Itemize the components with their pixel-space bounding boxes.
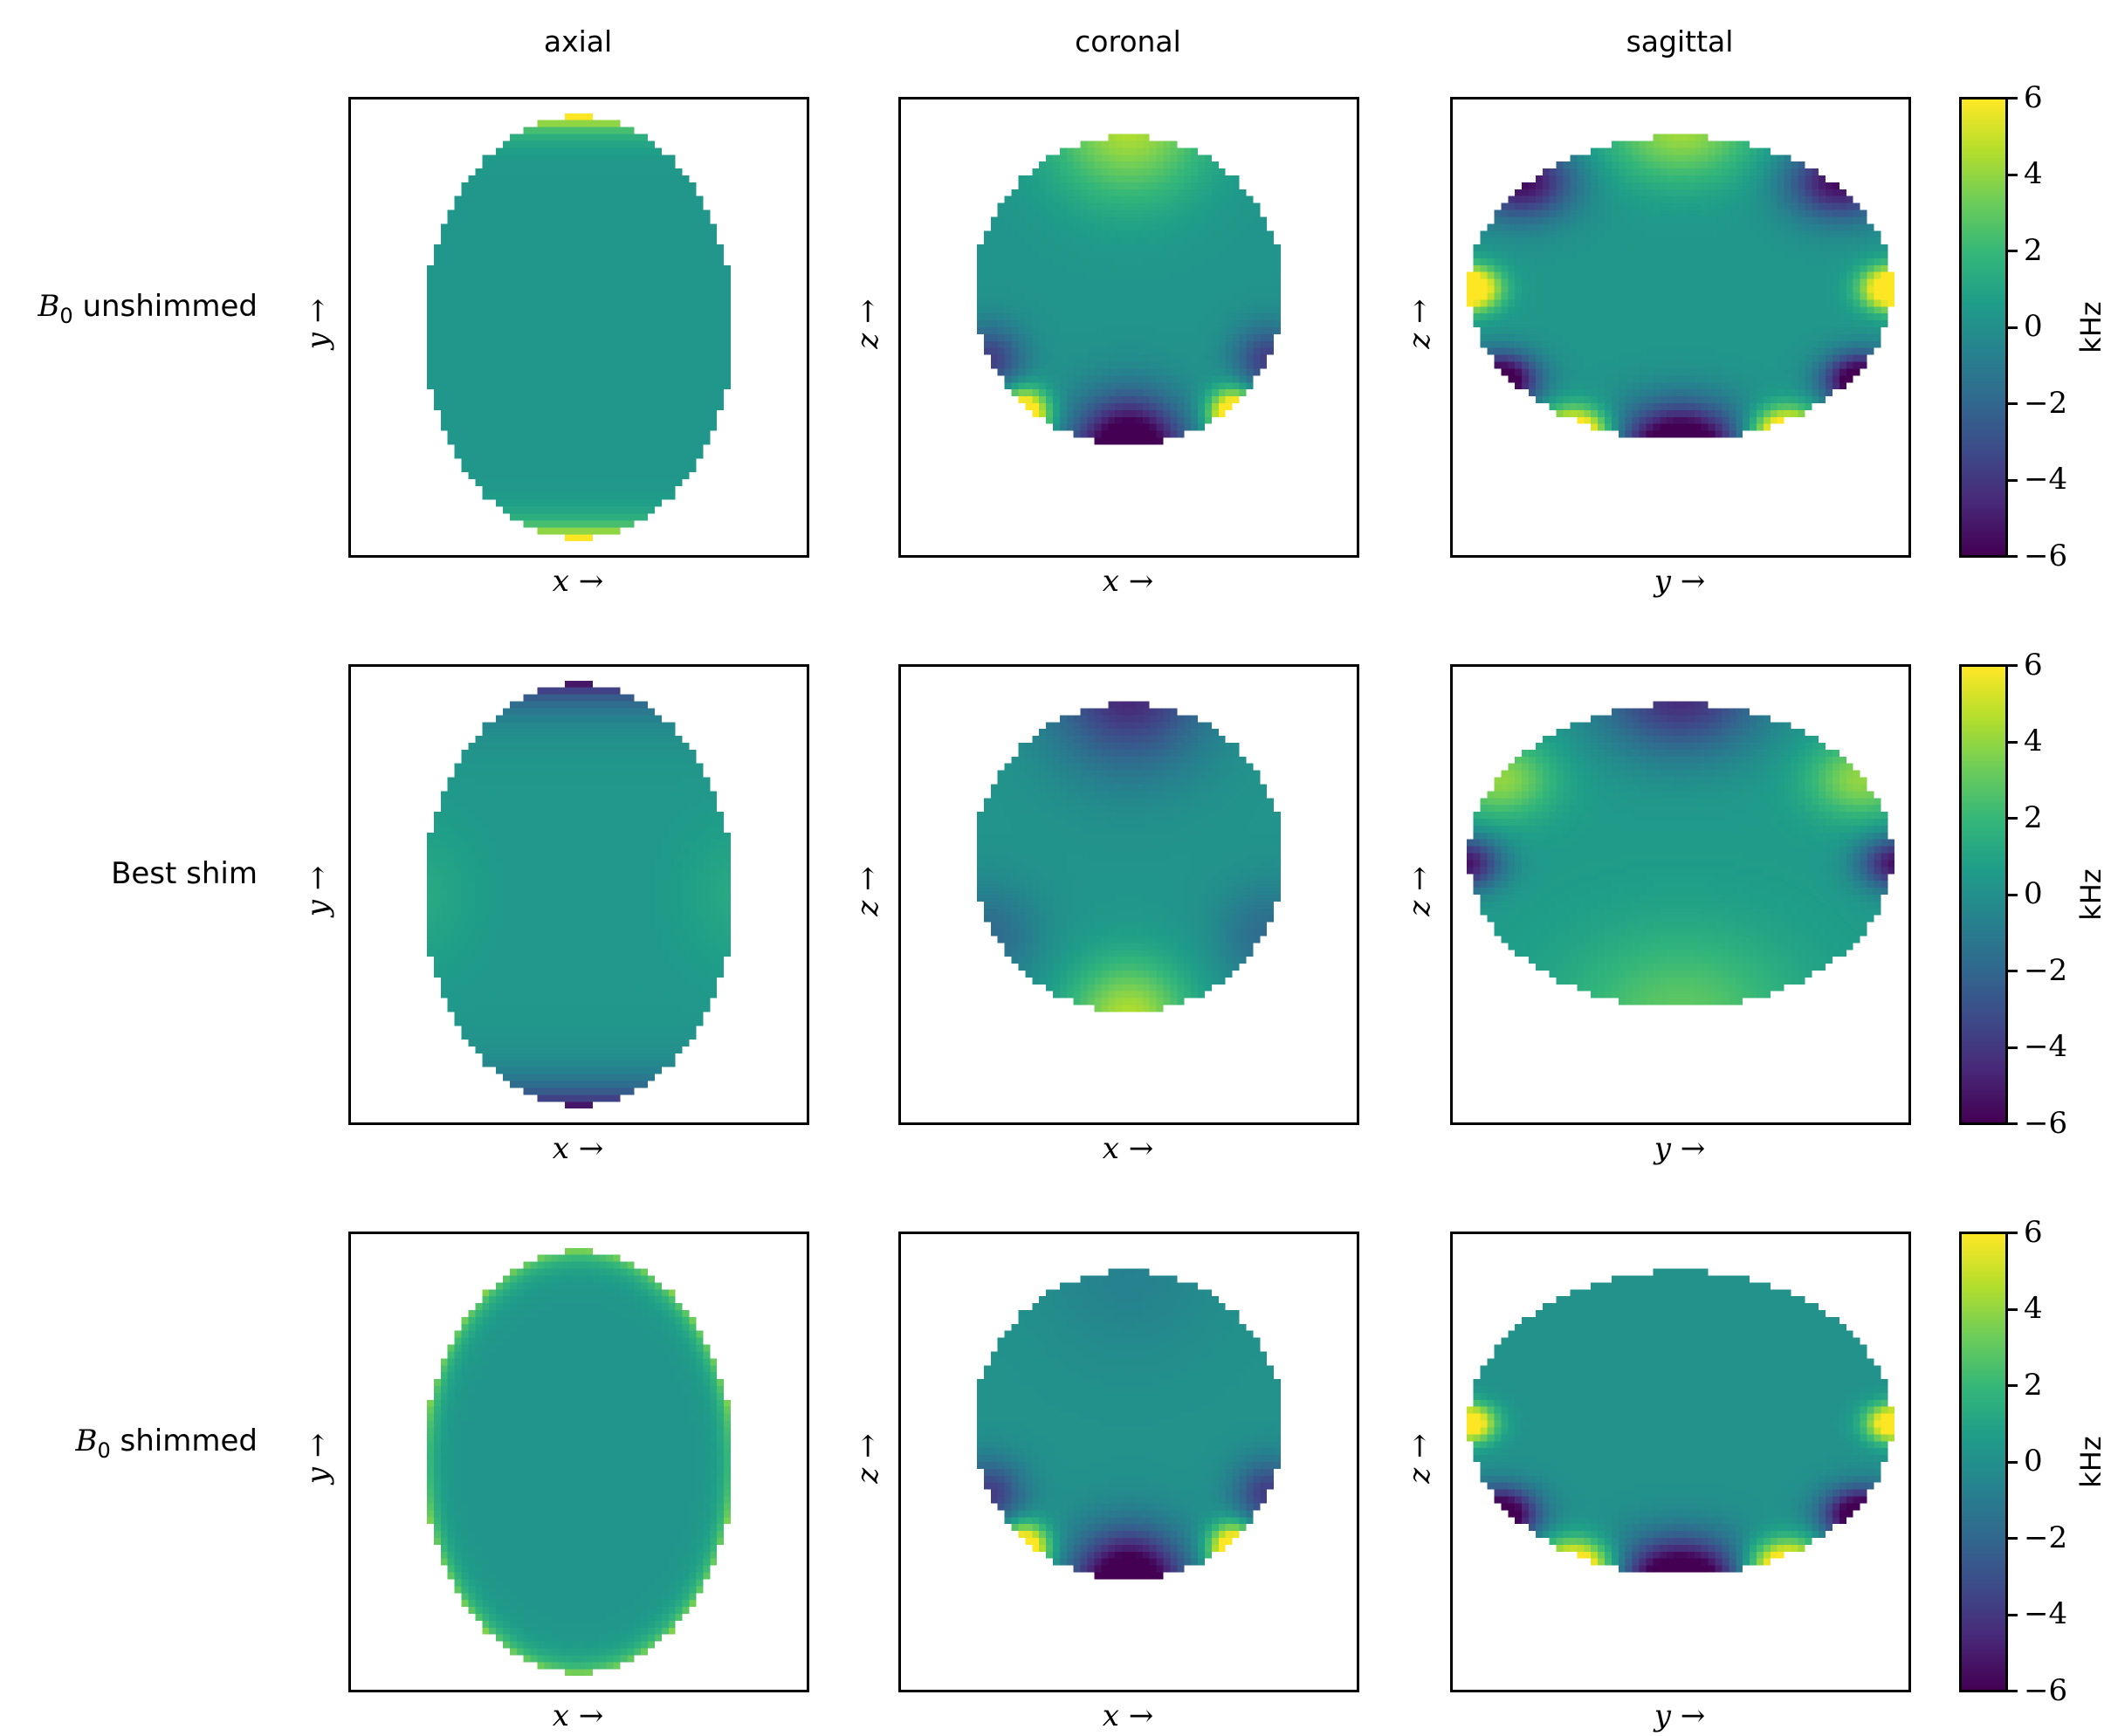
x-axis-label: x → xyxy=(1102,564,1154,599)
colorbar-tick xyxy=(2005,97,2018,99)
colorbar-tick-label: 4 xyxy=(2024,724,2043,758)
colorbar-tick xyxy=(2005,1384,2018,1387)
colorbar-tick-label: 4 xyxy=(2024,156,2043,191)
heatmap-axial xyxy=(351,1234,807,1690)
colorbar-label: kHz xyxy=(2074,1436,2108,1488)
column-title: sagittal xyxy=(1626,24,1734,58)
colorbar-tick-label: 2 xyxy=(2024,799,2043,835)
colorbar-tick xyxy=(2005,740,2018,744)
colorbar-tick-label: −4 xyxy=(2024,1596,2068,1631)
colorbar-tick xyxy=(2005,1122,2018,1125)
colorbar-tick-label: 6 xyxy=(2024,1214,2043,1250)
heatmap-panel xyxy=(898,664,1359,1125)
colorbar-tick xyxy=(2005,817,2018,820)
row-label: B0 shimmed xyxy=(75,1424,258,1463)
colorbar-tick-label: 0 xyxy=(2024,1444,2043,1479)
colorbar-tick xyxy=(2005,664,2018,667)
y-axis-label: y → xyxy=(300,1432,335,1485)
colorbar-tick-label: 6 xyxy=(2024,647,2043,683)
colorbar-tick-label: 2 xyxy=(2024,232,2043,268)
colorbar xyxy=(1959,1232,2008,1692)
x-axis-label: x → xyxy=(552,1698,604,1733)
colorbar xyxy=(1959,97,2008,558)
y-axis-label: z → xyxy=(850,1433,885,1484)
column-title: axial xyxy=(543,24,613,58)
colorbar-label: kHz xyxy=(2074,301,2108,353)
x-axis-label: x → xyxy=(552,564,604,599)
x-axis-label: x → xyxy=(1102,1698,1154,1733)
colorbar-gradient xyxy=(1962,667,2005,1122)
colorbar-tick-label: 6 xyxy=(2024,79,2043,115)
colorbar-tick-label: −2 xyxy=(2024,952,2068,988)
heatmap-sagittal xyxy=(1453,99,1908,555)
colorbar-tick xyxy=(2005,1232,2018,1234)
heatmap-panel xyxy=(1450,1232,1911,1692)
colorbar-tick-label: −6 xyxy=(2024,538,2068,573)
y-axis-label: z → xyxy=(850,298,885,349)
colorbar-tick-label: 0 xyxy=(2024,876,2043,911)
x-axis-label: x → xyxy=(552,1131,604,1166)
colorbar-tick xyxy=(2005,970,2018,972)
colorbar-gradient xyxy=(1962,99,2005,555)
colorbar-tick xyxy=(2005,250,2018,252)
colorbar-tick-label: −4 xyxy=(2024,462,2068,497)
colorbar-tick-label: 4 xyxy=(2024,1291,2043,1326)
heatmap-panel xyxy=(1450,664,1911,1125)
colorbar-tick xyxy=(2005,173,2018,176)
heatmap-panel xyxy=(348,664,809,1125)
y-axis-label: y → xyxy=(300,865,335,917)
colorbar-tick xyxy=(2005,1613,2018,1616)
colorbar-tick xyxy=(2005,326,2018,329)
colorbar-tick xyxy=(2005,555,2018,558)
colorbar-tick-label: −4 xyxy=(2024,1029,2068,1064)
x-axis-label: x → xyxy=(1102,1131,1154,1166)
heatmap-panel xyxy=(348,1232,809,1692)
colorbar-tick xyxy=(2005,1046,2018,1049)
y-axis-label: y → xyxy=(300,298,335,350)
colorbar-tick xyxy=(2005,1460,2018,1464)
y-axis-label: z → xyxy=(1402,298,1437,349)
colorbar-gradient xyxy=(1962,1234,2005,1690)
heatmap-sagittal xyxy=(1453,667,1908,1122)
colorbar-tick xyxy=(2005,478,2018,482)
heatmap-sagittal xyxy=(1453,1234,1908,1690)
colorbar-label: kHz xyxy=(2074,868,2108,921)
colorbar-tick-label: −2 xyxy=(2024,385,2068,421)
heatmap-coronal xyxy=(901,1234,1357,1690)
row-label: B0 unshimmed xyxy=(38,289,258,328)
colorbar-tick-label: 0 xyxy=(2024,309,2043,344)
y-axis-label: z → xyxy=(1402,1433,1437,1484)
colorbar xyxy=(1959,664,2008,1125)
heatmap-panel xyxy=(348,97,809,558)
y-axis-label: z → xyxy=(850,866,885,916)
colorbar-tick-label: −6 xyxy=(2024,1672,2068,1708)
colorbar-tick-label: −6 xyxy=(2024,1105,2068,1141)
colorbar-tick xyxy=(2005,1690,2018,1692)
heatmap-panel xyxy=(1450,97,1911,558)
heatmap-axial xyxy=(351,667,807,1122)
column-title: coronal xyxy=(1075,24,1181,58)
y-axis-label: z → xyxy=(1402,866,1437,916)
x-axis-label: y → xyxy=(1654,1698,1706,1733)
colorbar-tick-label: 2 xyxy=(2024,1367,2043,1403)
colorbar-tick xyxy=(2005,1537,2018,1540)
colorbar-tick-label: −2 xyxy=(2024,1520,2068,1555)
colorbar-tick xyxy=(2005,402,2018,405)
x-axis-label: y → xyxy=(1654,1131,1706,1166)
x-axis-label: y → xyxy=(1654,564,1706,599)
heatmap-axial xyxy=(351,99,807,555)
colorbar-tick xyxy=(2005,1307,2018,1311)
heatmap-coronal xyxy=(901,667,1357,1122)
heatmap-coronal xyxy=(901,99,1357,555)
heatmap-panel xyxy=(898,97,1359,558)
colorbar-tick xyxy=(2005,893,2018,896)
row-label: Best shim xyxy=(111,856,258,891)
heatmap-panel xyxy=(898,1232,1359,1692)
